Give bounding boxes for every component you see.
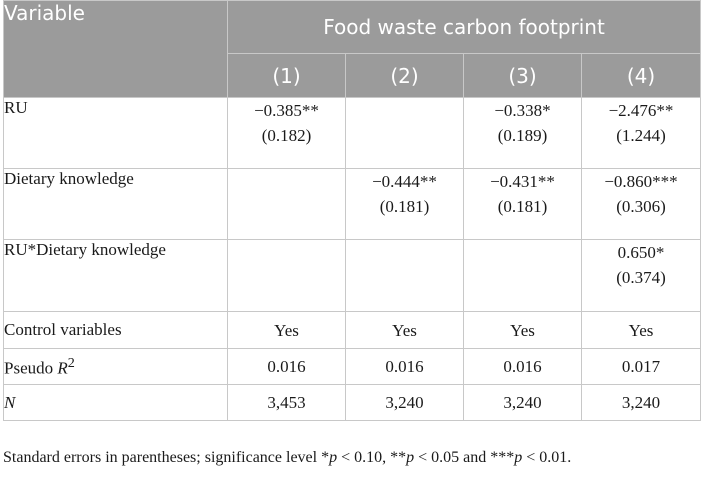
note-p-symbol: p — [406, 449, 415, 466]
cell-ru-model-4: −2.476** (1.244) — [580, 97, 702, 169]
coefficient: −0.444** — [372, 172, 437, 191]
cell-n-model-3: 3,240 — [463, 384, 582, 421]
table-row-dietary-knowledge: Dietary knowledge −0.444** (0.181) −0.43… — [3, 168, 702, 240]
cell-r2-model-1: 0.016 — [227, 348, 346, 385]
cell-int-model-2 — [345, 239, 464, 312]
cell-controls-model-3: Yes — [463, 311, 582, 349]
row-label: Dietary knowledge — [3, 168, 228, 240]
coefficient: −0.385** — [254, 101, 319, 120]
standard-error: (0.181) — [497, 197, 548, 216]
variable-header: Variable — [3, 0, 228, 98]
table-row-ru: RU −0.385** (0.182) −0.338* (0.189) −2.4… — [3, 97, 702, 169]
model-4-header: (4) — [580, 53, 702, 98]
cell-ru-model-2 — [345, 97, 464, 169]
note-text: Standard errors in parentheses; signific… — [3, 449, 330, 466]
model-2-header: (2) — [345, 53, 464, 98]
standard-error: (0.374) — [616, 268, 666, 287]
cell-int-model-1 — [227, 239, 346, 312]
coefficient: −0.431** — [490, 172, 555, 191]
note-text: < 0.10, ** — [337, 449, 407, 466]
table-row-interaction: RU*Dietary knowledge 0.650* (0.374) — [3, 239, 702, 312]
row-label: Control variables — [3, 311, 228, 349]
cell-controls-model-2: Yes — [345, 311, 464, 349]
model-3-header: (3) — [463, 53, 582, 98]
cell-r2-model-4: 0.017 — [580, 348, 702, 385]
model-1-header: (1) — [227, 53, 346, 98]
standard-error: (0.181) — [379, 197, 430, 216]
cell-n-model-2: 3,240 — [345, 384, 464, 421]
note-p-symbol: p — [514, 449, 523, 466]
note-text: < 0.05 and *** — [414, 449, 515, 466]
regression-table: Variable Food waste carbon footprint (1)… — [3, 0, 702, 421]
coefficient: 0.650* — [617, 243, 665, 262]
label-superscript: 2 — [67, 354, 75, 371]
cell-r2-model-2: 0.016 — [345, 348, 464, 385]
cell-ru-model-3: −0.338* (0.189) — [463, 97, 582, 169]
cell-controls-model-1: Yes — [227, 311, 346, 349]
coefficient: −0.338* — [494, 101, 551, 120]
table-footnote: Standard errors in parentheses; signific… — [3, 449, 571, 467]
label-italic: R — [57, 358, 68, 378]
label-prefix: Pseudo — [4, 358, 58, 378]
label-italic: N — [4, 392, 16, 412]
standard-error: (0.182) — [261, 126, 312, 145]
cell-dk-model-2: −0.444** (0.181) — [345, 168, 464, 240]
cell-dk-model-4: −0.860*** (0.306) — [580, 168, 702, 240]
dependent-variable-header: Food waste carbon footprint — [226, 0, 702, 54]
row-label: RU*Dietary knowledge — [3, 239, 228, 312]
table-row-n: N 3,453 3,240 3,240 3,240 — [3, 384, 702, 421]
note-p-symbol: p — [329, 449, 338, 466]
cell-n-model-4: 3,240 — [580, 384, 702, 421]
coefficient: −2.476** — [608, 101, 674, 120]
row-label: RU — [3, 97, 228, 169]
coefficient: −0.860*** — [604, 172, 678, 191]
row-label: N — [3, 384, 228, 421]
table-row-pseudo-r2: Pseudo R2 0.016 0.016 0.016 0.017 — [3, 348, 702, 385]
note-text: < 0.01. — [522, 449, 572, 466]
standard-error: (0.306) — [616, 197, 666, 216]
cell-ru-model-1: −0.385** (0.182) — [227, 97, 346, 169]
cell-int-model-4: 0.650* (0.374) — [580, 239, 702, 312]
cell-n-model-1: 3,453 — [227, 384, 346, 421]
cell-int-model-3 — [463, 239, 582, 312]
cell-dk-model-3: −0.431** (0.181) — [463, 168, 582, 240]
standard-error: (1.244) — [616, 126, 666, 145]
cell-controls-model-4: Yes — [580, 311, 702, 349]
cell-r2-model-3: 0.016 — [463, 348, 582, 385]
cell-dk-model-1 — [227, 168, 346, 240]
table-row-controls: Control variables Yes Yes Yes Yes — [3, 311, 702, 349]
row-label: Pseudo R2 — [3, 348, 228, 385]
standard-error: (0.189) — [497, 126, 548, 145]
